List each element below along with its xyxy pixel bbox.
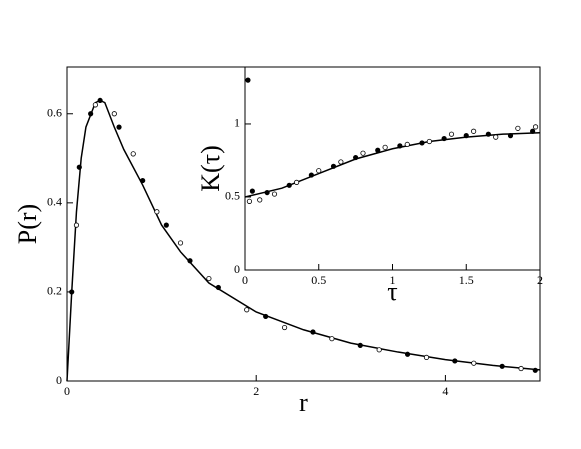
point	[111, 111, 117, 117]
point	[116, 124, 122, 130]
point	[294, 179, 300, 185]
point	[163, 222, 169, 228]
point	[493, 134, 499, 140]
point	[382, 144, 388, 150]
point	[530, 128, 536, 134]
point	[97, 97, 103, 104]
point	[485, 131, 491, 137]
point	[215, 284, 221, 291]
point	[130, 151, 136, 157]
y-axis-label: K(τ)	[196, 145, 225, 192]
point	[448, 131, 455, 137]
y-tick-label: 0.6	[47, 106, 62, 120]
y-tick-label: 0.4	[47, 195, 62, 209]
point	[515, 125, 521, 131]
point	[532, 124, 539, 130]
x-axis-label: r	[299, 388, 308, 417]
x-tick-label: 0	[64, 384, 70, 398]
y-tick-label: 0.5	[225, 189, 240, 203]
point	[518, 365, 524, 372]
y-tick-label: 0.2	[47, 284, 62, 298]
point	[206, 275, 212, 282]
y-tick-label: 0	[56, 373, 62, 387]
point	[471, 128, 477, 134]
point	[246, 198, 253, 204]
point	[264, 189, 270, 196]
point	[88, 111, 94, 117]
point	[397, 143, 403, 149]
point	[177, 240, 184, 246]
point	[257, 197, 263, 203]
point	[375, 147, 381, 153]
curve	[244, 131, 541, 198]
x-tick-label: 4	[442, 384, 448, 398]
point	[92, 102, 98, 108]
point	[281, 324, 288, 331]
point	[245, 77, 251, 83]
point	[463, 133, 469, 139]
point	[308, 172, 314, 178]
point	[249, 188, 255, 194]
point	[532, 367, 538, 373]
point	[310, 329, 316, 335]
point	[452, 358, 458, 364]
point	[244, 307, 250, 313]
point	[353, 154, 359, 161]
point	[73, 222, 80, 228]
point	[499, 363, 505, 369]
x-tick-label: 1	[390, 273, 396, 287]
point	[404, 141, 410, 148]
point	[187, 258, 193, 264]
point	[357, 342, 363, 348]
y-tick-label: 1	[234, 116, 240, 130]
point	[441, 135, 447, 142]
point	[338, 159, 344, 165]
y-tick-label: 0	[234, 262, 240, 276]
point	[404, 351, 411, 357]
y-axis-label: P(r)	[13, 204, 42, 244]
point	[426, 138, 432, 145]
x-axis-label: τ	[387, 277, 397, 306]
x-tick-label: 2	[253, 384, 259, 398]
point	[376, 347, 382, 353]
point	[263, 313, 269, 320]
x-tick-label: 1.5	[459, 273, 474, 287]
point	[360, 150, 366, 156]
point	[140, 177, 146, 184]
x-tick-label: 2	[537, 273, 543, 287]
point	[316, 168, 322, 174]
x-tick-label: 0	[242, 273, 248, 287]
x-tick-label: 0.5	[311, 273, 326, 287]
point	[76, 164, 82, 170]
point	[423, 354, 430, 360]
curve	[66, 99, 541, 382]
point	[154, 209, 160, 215]
point	[507, 133, 514, 139]
point	[471, 360, 477, 366]
plot-frame	[244, 66, 541, 271]
point	[329, 336, 335, 342]
point	[286, 182, 292, 188]
point	[330, 163, 337, 169]
point	[271, 191, 278, 197]
point	[69, 289, 75, 295]
point	[419, 140, 425, 146]
